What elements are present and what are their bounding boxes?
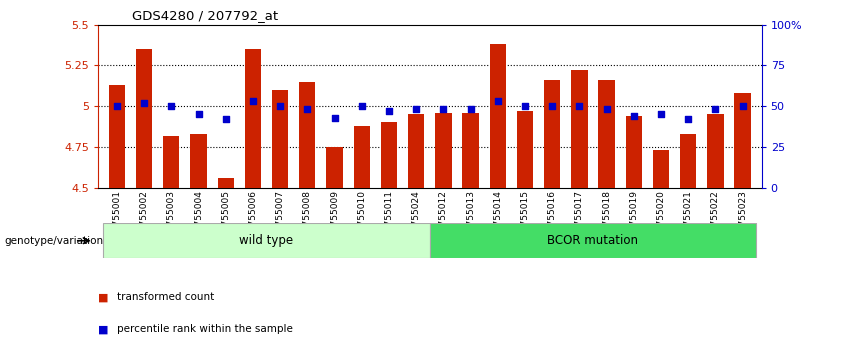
Point (355, 103, 368, 109)
Bar (598, 80, 614, 188)
Point (437, 107, 450, 112)
Bar (408, 114, 425, 188)
Bar (571, 70, 587, 188)
Bar (109, 85, 125, 188)
Point (300, 107, 314, 112)
Point (736, 103, 750, 109)
Bar (517, 111, 533, 188)
Point (191, 112, 205, 117)
Point (219, 116, 232, 122)
Point (573, 103, 586, 109)
Bar (707, 114, 723, 188)
Point (137, 100, 151, 106)
Text: percentile rank within the sample: percentile rank within the sample (117, 324, 293, 334)
Point (545, 103, 559, 109)
Point (409, 107, 423, 112)
Bar (136, 49, 152, 188)
Point (627, 113, 641, 119)
Point (328, 115, 341, 120)
Bar (625, 116, 642, 188)
Point (654, 112, 668, 117)
Bar (680, 134, 696, 188)
Text: ■: ■ (98, 292, 108, 302)
Text: genotype/variation: genotype/variation (4, 236, 103, 246)
Bar (435, 113, 452, 188)
Bar (653, 150, 669, 188)
Point (273, 103, 287, 109)
Bar (353, 126, 370, 188)
Bar (218, 178, 234, 188)
Bar (163, 136, 180, 188)
Point (682, 116, 695, 122)
Point (464, 107, 477, 112)
Point (709, 107, 722, 112)
Text: ■: ■ (98, 324, 108, 334)
Text: GDS4280 / 207792_at: GDS4280 / 207792_at (132, 9, 278, 22)
Point (382, 108, 396, 114)
Bar (191, 134, 207, 188)
Bar (380, 122, 397, 188)
Bar (734, 93, 751, 188)
Bar (544, 80, 560, 188)
Text: wild type: wild type (239, 234, 294, 247)
Bar (327, 147, 343, 188)
Point (518, 103, 532, 109)
Text: transformed count: transformed count (117, 292, 214, 302)
Text: BCOR mutation: BCOR mutation (547, 234, 638, 247)
Point (491, 98, 505, 104)
Bar (272, 90, 288, 188)
Bar (245, 49, 261, 188)
Point (246, 98, 260, 104)
Bar (103, 223, 430, 258)
Bar (300, 82, 316, 188)
Bar (489, 44, 506, 188)
Point (600, 107, 614, 112)
Point (164, 103, 178, 109)
Bar (430, 223, 757, 258)
Point (110, 103, 123, 109)
Bar (462, 113, 479, 188)
